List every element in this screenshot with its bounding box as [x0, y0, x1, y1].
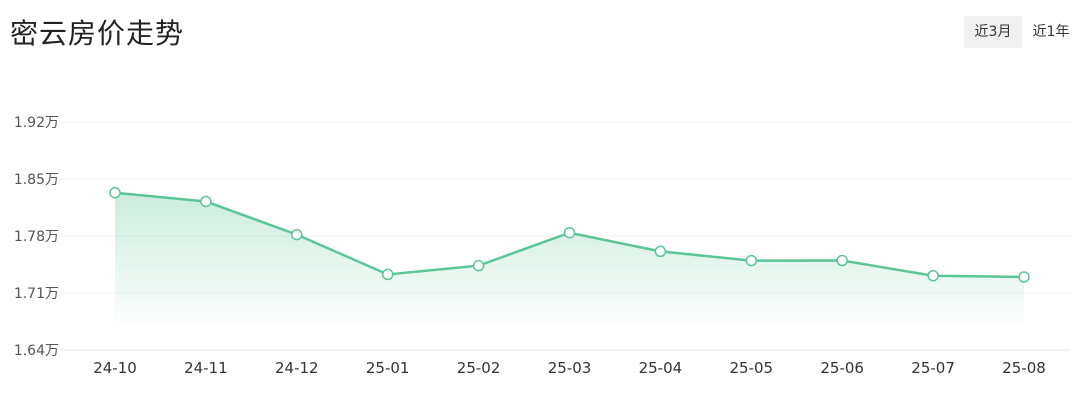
data-point [200, 195, 212, 208]
x-tick-label: 25-07 [911, 359, 955, 377]
x-tick-label: 25-02 [457, 359, 501, 377]
tab-1-year[interactable]: 近1年 [1022, 16, 1080, 48]
x-tick-label: 25-08 [1002, 359, 1046, 377]
series-area [115, 192, 1024, 325]
x-tick-label: 25-03 [548, 359, 592, 377]
data-point [109, 187, 121, 199]
data-point [927, 269, 939, 282]
y-tick-label: 1.85万 [14, 172, 59, 188]
y-tick-label: 1.92万 [14, 115, 59, 131]
x-tick-label: 24-11 [184, 359, 228, 377]
data-point [381, 268, 394, 281]
y-tick-label: 1.71万 [14, 286, 59, 302]
tab-3-months[interactable]: 近3月 [964, 16, 1022, 48]
x-tick-label: 24-12 [275, 359, 319, 377]
x-tick-label: 25-04 [639, 359, 683, 377]
data-point [654, 245, 667, 258]
page-title: 密云房价走势 [10, 17, 185, 50]
data-point [745, 254, 758, 267]
y-tick-label: 1.78万 [14, 229, 59, 245]
data-point [1018, 271, 1030, 283]
x-tick-label: 25-01 [366, 359, 410, 377]
data-point [563, 226, 576, 239]
time-range-tabs: 近3月 近1年 [964, 16, 1080, 48]
x-tick-label: 25-06 [820, 359, 864, 377]
y-tick-label: 1.64万 [14, 343, 59, 359]
x-tick-label: 24-10 [93, 359, 137, 377]
data-point [291, 228, 303, 241]
data-point [836, 254, 848, 267]
data-point [472, 259, 485, 272]
x-tick-label: 25-05 [730, 359, 774, 377]
